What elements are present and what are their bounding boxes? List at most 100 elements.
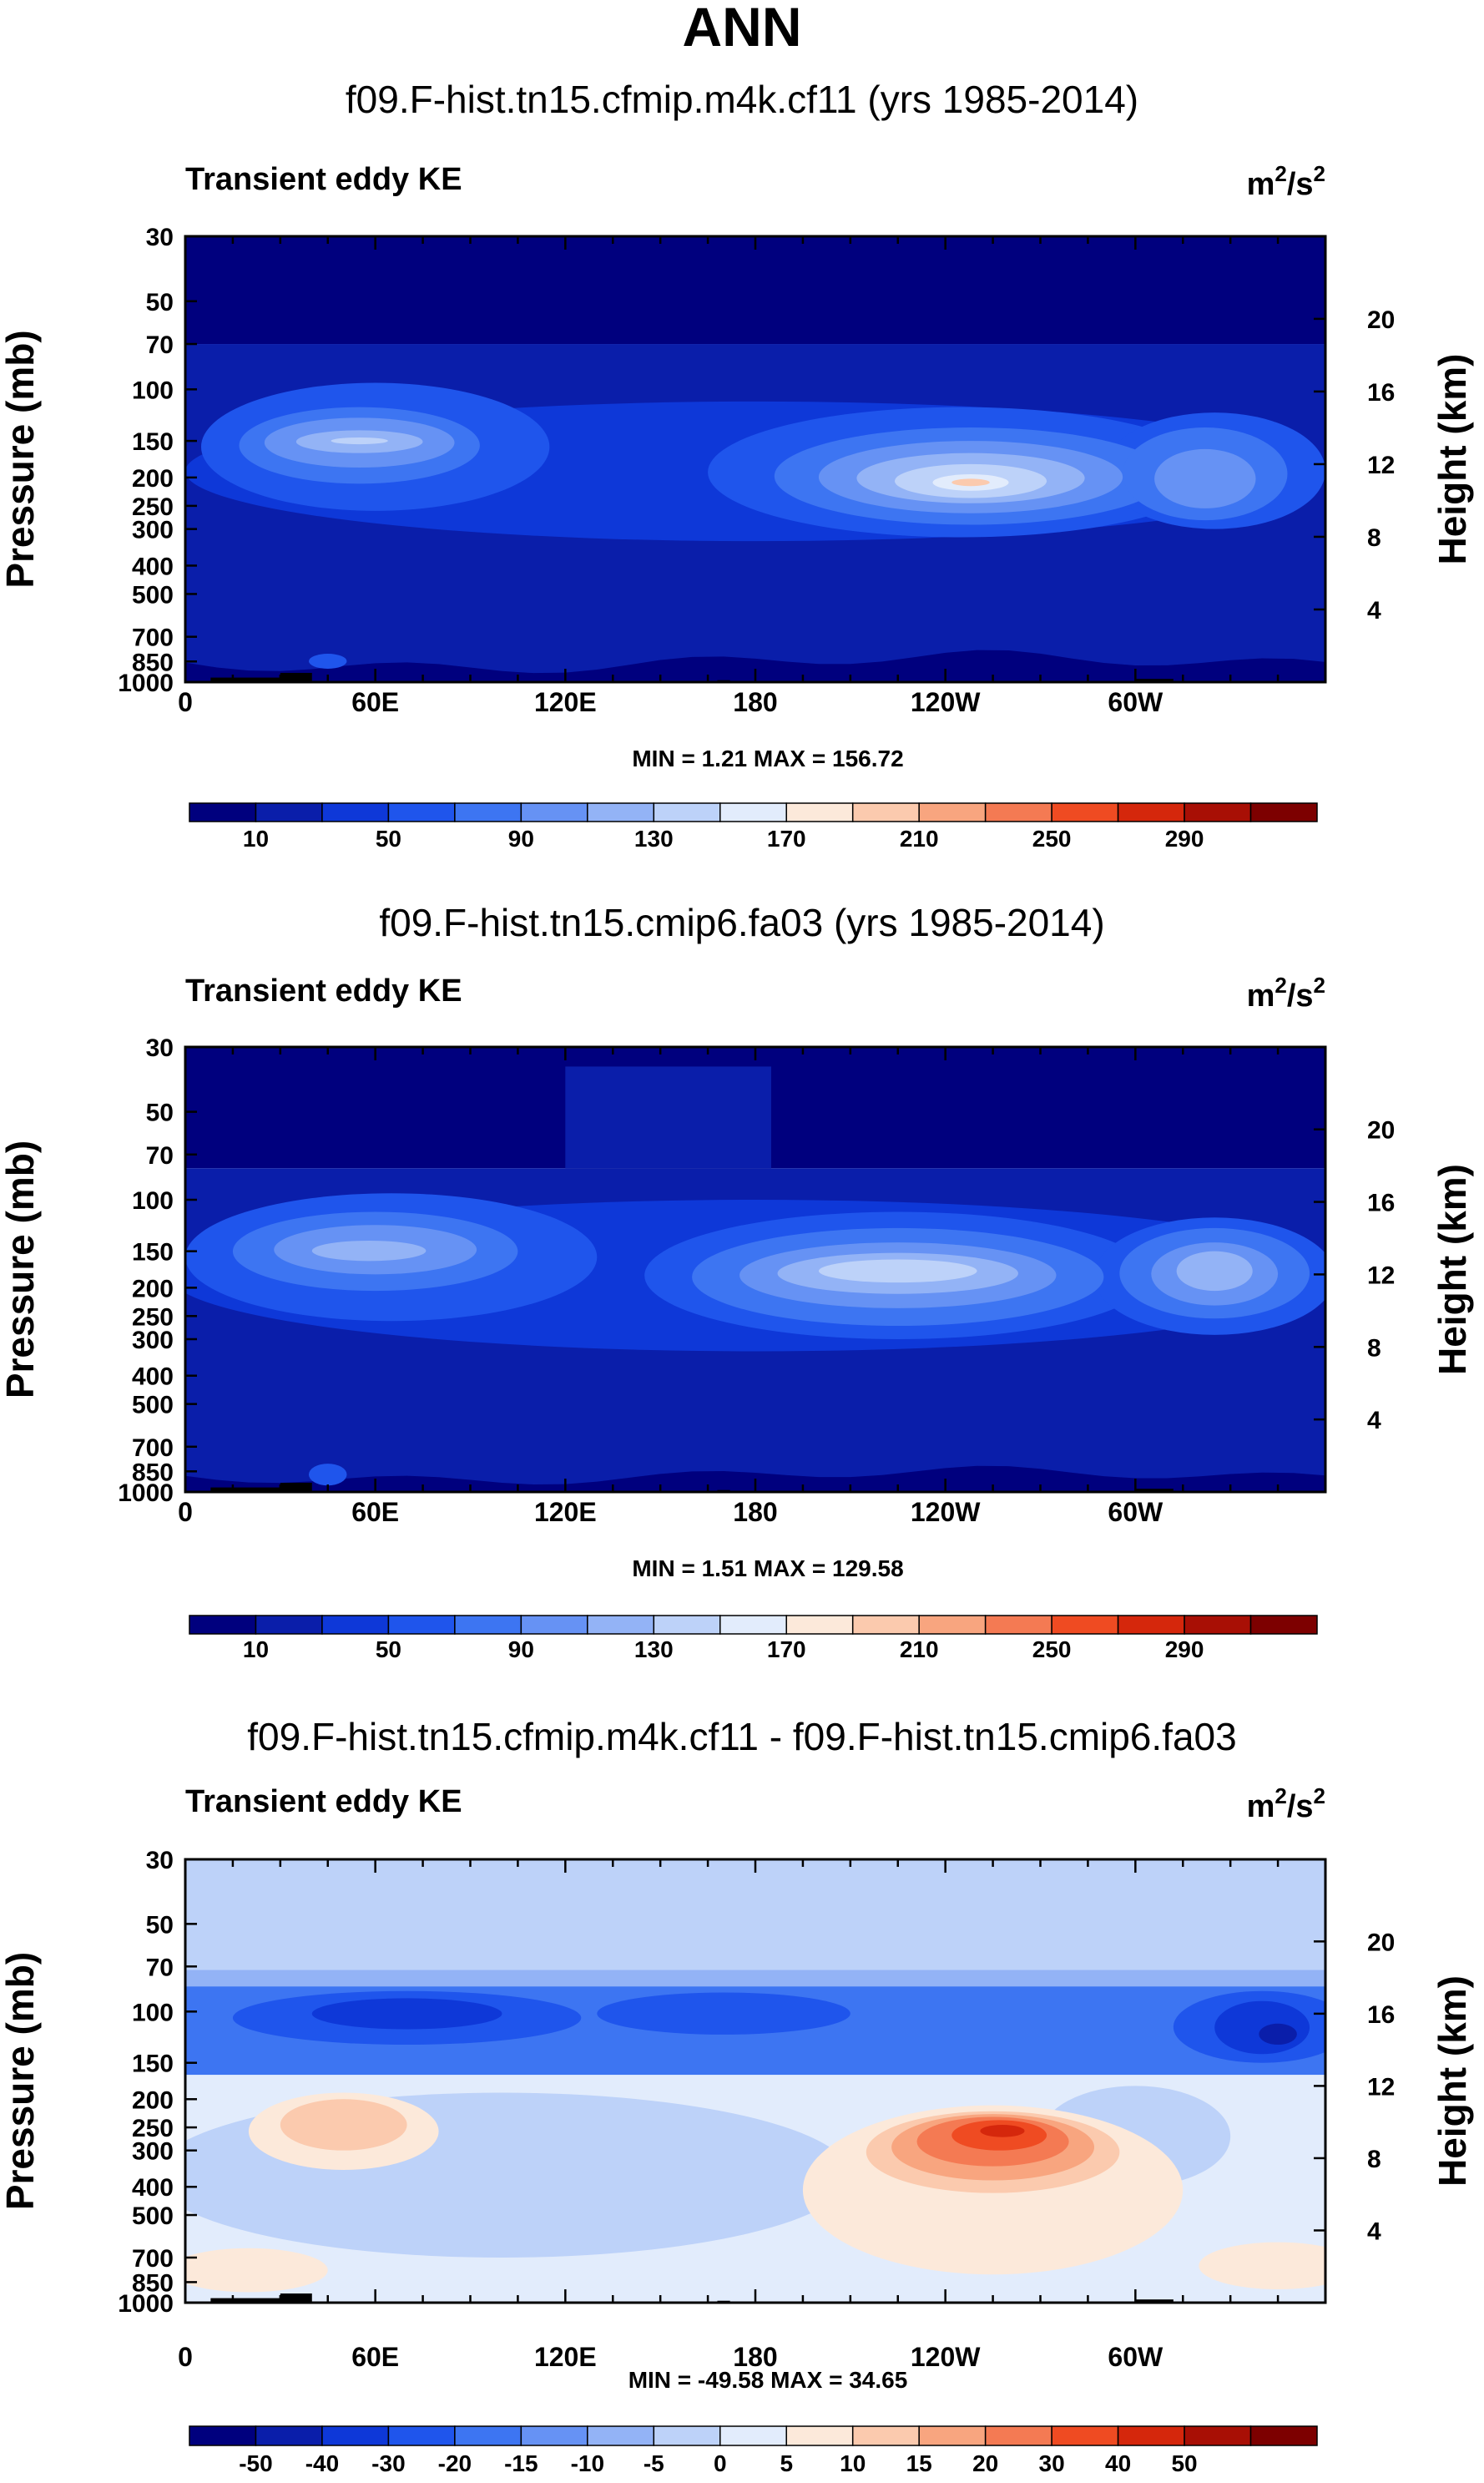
- terrain: [210, 1487, 280, 1492]
- contour-region-17: [951, 478, 990, 487]
- contour-region-9: [1259, 2023, 1297, 2046]
- units-part: /s: [1287, 1789, 1314, 1824]
- colorbar-swatch: [321, 802, 390, 822]
- y-axis-label: Pressure (mb): [0, 1952, 42, 2210]
- y-tick-label: 700: [132, 625, 174, 652]
- colorbar-swatch: [918, 802, 987, 822]
- y-tick-label: 30: [146, 224, 174, 251]
- contour-region-21: [185, 2248, 328, 2293]
- height-tick-label: 8: [1367, 2146, 1381, 2173]
- colorbar-label: -20: [438, 2450, 472, 2476]
- colorbar-swatch: [1117, 802, 1185, 822]
- y-tick-label: 850: [132, 1459, 174, 1486]
- colorbar-swatch: [189, 802, 257, 822]
- contour-region-15: [1176, 1251, 1253, 1292]
- colorbar-swatch: [321, 2425, 390, 2446]
- terrain: [210, 2298, 280, 2303]
- panel-left-label: Transient eddy KE: [185, 973, 462, 1009]
- contour-region-0: [185, 236, 1325, 345]
- x-tick-label: 60W: [1108, 1497, 1163, 1527]
- y-tick-label: 850: [132, 2269, 174, 2297]
- y-tick-label: 700: [132, 1434, 174, 1462]
- units-part: m: [1247, 979, 1275, 1014]
- colorbar-swatch: [255, 2425, 323, 2446]
- height-tick-label: 4: [1367, 597, 1381, 625]
- colorbar: 10 50 90 130 170 210 250 290: [189, 1615, 1318, 1662]
- units-part: /s: [1287, 979, 1314, 1014]
- colorbar-label: -5: [644, 2450, 664, 2476]
- panel-title: f09.F-hist.tn15.cfmip.m4k.cf11 - f09.F-h…: [247, 1715, 1236, 1758]
- colorbar-swatch: [984, 2425, 1052, 2446]
- colorbar-swatch: [1184, 1615, 1252, 1635]
- x-tick-label: 180: [733, 687, 777, 717]
- chart-panel-1: f09.F-hist.tn15.cfmip.m4k.cf11 (yrs 1985…: [0, 78, 1474, 852]
- units-part: /s: [1287, 167, 1314, 202]
- y-tick-label: 150: [132, 2051, 174, 2078]
- colorbar-swatch: [189, 1615, 257, 1635]
- colorbar-label: 130: [634, 826, 674, 852]
- colorbar-label: 50: [376, 1636, 401, 1662]
- y-tick-label: 200: [132, 1275, 174, 1302]
- y-tick-label: 700: [132, 2245, 174, 2273]
- colorbar-swatch: [719, 802, 787, 822]
- x-tick-label: 60W: [1108, 2342, 1163, 2372]
- colorbar-swatch: [255, 802, 323, 822]
- y-tick-label: 50: [146, 1100, 174, 1127]
- colorbar-label: 0: [714, 2450, 727, 2476]
- y-tick-label: 30: [146, 1847, 174, 1874]
- colorbar-swatch: [1117, 1615, 1185, 1635]
- colorbar-label: 210: [900, 1636, 939, 1662]
- terrain: [1135, 2299, 1174, 2303]
- colorbar-label: 50: [376, 826, 401, 852]
- y-tick-label: 250: [132, 493, 174, 521]
- y-tick-label: 30: [146, 1034, 174, 1062]
- y2-axis-label: Height (km): [1431, 1975, 1474, 2187]
- y-tick-label: 400: [132, 1363, 174, 1391]
- y-tick-label: 70: [146, 1954, 174, 1981]
- y-tick-label: 500: [132, 2202, 174, 2230]
- colorbar-swatch: [189, 2425, 257, 2446]
- colorbar-swatch: [653, 2425, 721, 2446]
- colorbar-swatch: [454, 2425, 522, 2446]
- contour-region-20: [980, 2125, 1025, 2137]
- contour-region-16: [818, 1259, 977, 1283]
- panel-left-label: Transient eddy KE: [185, 162, 462, 197]
- contour-region-8: [1214, 2000, 1310, 2055]
- colorbar-label: 130: [634, 1636, 674, 1662]
- colorbar-swatch: [785, 1615, 854, 1635]
- colorbar-swatch: [785, 2425, 854, 2446]
- x-tick-label: 60E: [351, 2342, 399, 2372]
- y-tick-label: 300: [132, 1327, 174, 1354]
- colorbar: 10 50 90 130 170 210 250 290: [189, 802, 1318, 852]
- colorbar-swatch: [255, 1615, 323, 1635]
- chart-panel-3: f09.F-hist.tn15.cfmip.m4k.cf11 - f09.F-h…: [0, 1715, 1474, 2476]
- plot-area: [185, 1859, 1325, 2303]
- colorbar-swatch: [587, 2425, 655, 2446]
- colorbar-label: -50: [239, 2450, 272, 2476]
- colorbar-swatch: [1249, 1615, 1318, 1635]
- colorbar-label: 20: [972, 2450, 998, 2476]
- height-tick-label: 12: [1367, 2073, 1395, 2101]
- contour-region-11: [1154, 448, 1256, 508]
- contour-region-22: [1199, 2242, 1325, 2290]
- colorbar-label: -30: [371, 2450, 405, 2476]
- colorbar-swatch: [587, 802, 655, 822]
- panel-units: m2/s2: [1247, 973, 1325, 1014]
- y-tick-label: 100: [132, 1187, 174, 1215]
- x-tick-label: 0: [178, 1497, 193, 1527]
- stats-label: MIN = 1.21 MAX = 156.72: [632, 746, 903, 771]
- y-tick-label: 50: [146, 1911, 174, 1939]
- y-tick-label: 70: [146, 331, 174, 359]
- colorbar-swatch: [851, 802, 920, 822]
- colorbar-swatch: [387, 802, 456, 822]
- colorbar: -50 -40 -30 -20 -15 -10 -5 0 5 10 15 20 30 40 50: [189, 2425, 1318, 2476]
- colorbar-swatch: [851, 1615, 920, 1635]
- contour-region-7: [311, 1998, 502, 2030]
- colorbar-label: 10: [243, 1636, 269, 1662]
- y-tick-label: 400: [132, 2174, 174, 2202]
- y2-axis-label: Height (km): [1431, 354, 1474, 565]
- colorbar-swatch: [918, 1615, 987, 1635]
- colorbar-swatch: [1249, 2425, 1318, 2446]
- y-axis-label: Pressure (mb): [0, 330, 42, 588]
